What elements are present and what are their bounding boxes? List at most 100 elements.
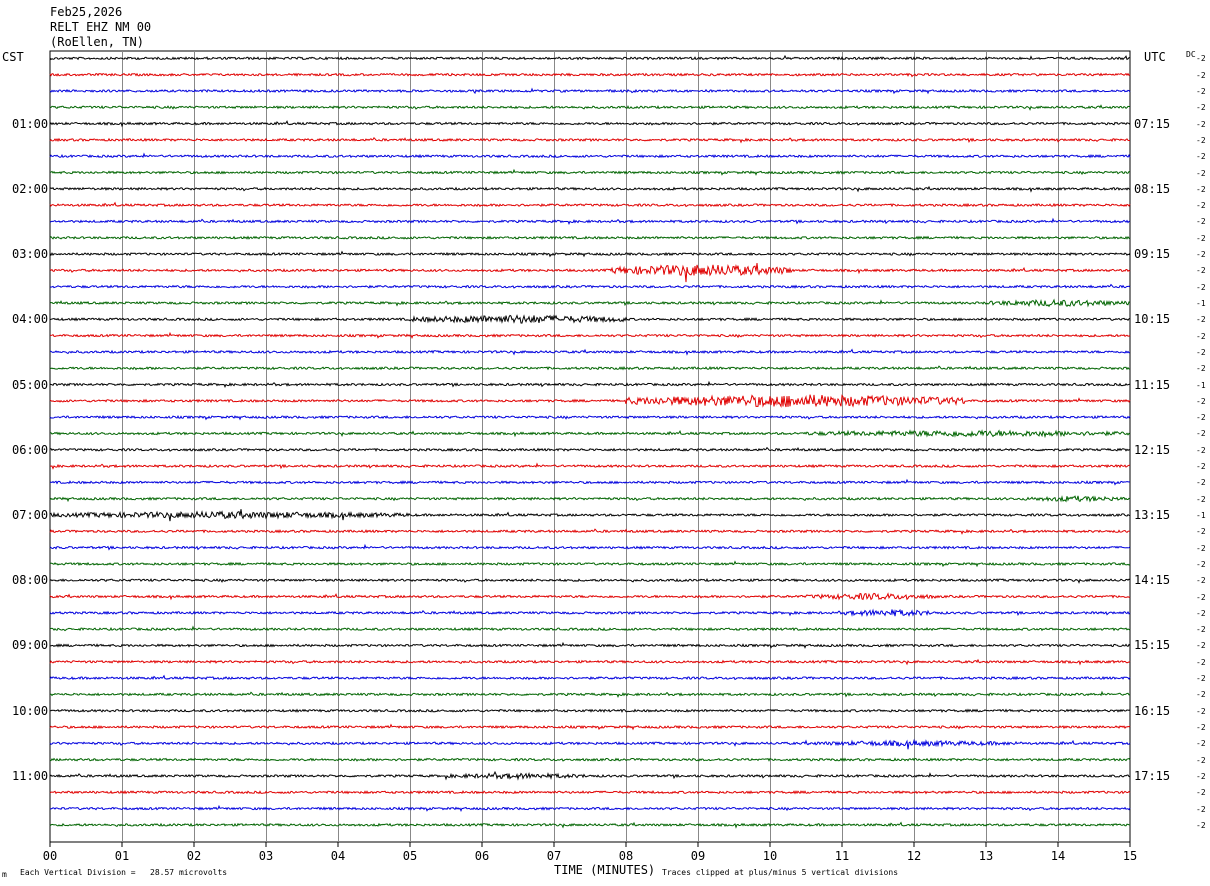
trace-offset-label: -2 <box>1196 184 1206 194</box>
x-tick-label: 06 <box>475 849 489 863</box>
trace-offset-label: -2 <box>1196 103 1206 113</box>
trace-offset-label: -2 <box>1196 559 1206 569</box>
trace-line <box>49 821 1131 829</box>
trace-line <box>49 560 1131 568</box>
trace-offset-label: -2 <box>1196 771 1206 781</box>
trace-offset-label: -1 <box>1196 298 1206 308</box>
right-time-label: 17:15 <box>1134 768 1171 783</box>
trace-offset-label: -2 <box>1196 706 1206 716</box>
right-time-label: 12:15 <box>1134 442 1171 457</box>
trace-line <box>49 708 1131 713</box>
left-time-label: 03:00 <box>12 247 49 262</box>
trace-offset-label: -2 <box>1196 804 1206 814</box>
trace-line <box>49 509 1131 522</box>
trace-offset-label: -2 <box>1196 576 1206 586</box>
scale-note: Each Vertical Division = 28.57 microvolt… <box>20 868 228 877</box>
trace-offset-label: -2 <box>1196 429 1206 439</box>
x-tick-label: 02 <box>187 849 201 863</box>
trace-offset-label: -2 <box>1196 592 1206 602</box>
trace-line <box>49 72 1131 78</box>
trace-line <box>49 365 1130 371</box>
right-time-label: 08:15 <box>1134 181 1171 196</box>
trace-line <box>49 394 1131 408</box>
trace-line <box>49 738 1131 750</box>
trace-line <box>49 578 1131 584</box>
trace-line <box>49 380 1131 389</box>
trace-offset-label: -2 <box>1196 674 1206 684</box>
trace-line <box>49 674 1131 681</box>
trace-offset-label: -2 <box>1196 119 1206 129</box>
trace-offset-label: -2 <box>1196 282 1206 292</box>
trace-line <box>49 804 1131 813</box>
left-time-label: 05:00 <box>12 377 49 392</box>
trace-line <box>50 625 1131 632</box>
left-time-label: 06:00 <box>12 442 49 457</box>
trace-offset-label: -2 <box>1196 723 1206 733</box>
trace-line <box>49 592 1131 601</box>
trace-line <box>50 429 1131 439</box>
x-tick-label: 09 <box>691 849 705 863</box>
trace-line <box>50 462 1131 470</box>
right-time-label: 14:15 <box>1134 573 1171 588</box>
x-tick-label: 01 <box>115 849 129 863</box>
left-time-label: 02:00 <box>12 181 49 196</box>
trace-offset-label: -2 <box>1196 690 1206 700</box>
x-tick-label: 03 <box>259 849 273 863</box>
trace-line <box>49 235 1131 240</box>
x-tick-label: 08 <box>619 849 633 863</box>
trace-group <box>49 54 1131 829</box>
trace-line <box>49 446 1131 452</box>
trace-offset-label: -2 <box>1196 413 1206 423</box>
x-tick-label: 12 <box>907 849 921 863</box>
trace-line <box>49 757 1131 762</box>
trace-offset-label: -2 <box>1196 135 1206 145</box>
trace-line <box>49 168 1131 176</box>
trace-line <box>49 770 1131 781</box>
trace-line <box>49 250 1131 258</box>
trace-offset-label: -2 <box>1196 641 1206 651</box>
right-time-label: 13:15 <box>1134 507 1171 522</box>
trace-line <box>49 348 1131 356</box>
trace-offset-label: -2 <box>1196 396 1206 406</box>
header-location: (RoEllen, TN) <box>50 35 144 49</box>
trace-line <box>49 104 1131 111</box>
trace-offset-label: -1 <box>1196 380 1206 390</box>
clip-note: Traces clipped at plus/minus 5 vertical … <box>662 868 899 877</box>
trace-line <box>49 543 1131 551</box>
trace-line <box>49 608 1131 618</box>
trace-line <box>49 528 1130 535</box>
trace-offset-label: -2 <box>1196 152 1206 162</box>
trace-line <box>49 263 1131 283</box>
trace-line <box>49 283 1131 289</box>
trace-line <box>49 136 1130 144</box>
trace-offset-label: -2 <box>1196 739 1206 749</box>
trace-line <box>50 331 1131 339</box>
x-tick-labels: 00 01 02 03 04 05 06 07 08 09 10 11 12 13 14 15 <box>43 842 1137 863</box>
trace-line <box>49 495 1131 503</box>
trace-offset-label: -2 <box>1196 266 1206 276</box>
right-timezone-label: UTC <box>1144 50 1166 64</box>
trace-line <box>49 54 1131 61</box>
trace-offset-label: -2 <box>1196 217 1206 227</box>
trace-offset-label: -2 <box>1196 445 1206 455</box>
trace-line <box>49 658 1131 666</box>
trace-line <box>49 120 1131 128</box>
trace-offset-label: -2 <box>1196 54 1206 64</box>
trace-offset-label: -2 <box>1196 462 1206 472</box>
trace-offset-label: -2 <box>1196 478 1206 488</box>
right-time-label: 07:15 <box>1134 116 1171 131</box>
x-tick-label: 14 <box>1051 849 1065 863</box>
trace-line <box>49 152 1131 159</box>
trace-line <box>49 790 1131 795</box>
right-time-label: 15:15 <box>1134 638 1171 653</box>
trace-offset-label: -2 <box>1196 788 1206 798</box>
trace-line <box>49 314 1131 324</box>
x-tick-label: 10 <box>763 849 777 863</box>
x-tick-label: 00 <box>43 849 57 863</box>
x-axis-label: TIME (MINUTES) <box>554 863 656 877</box>
trace-offset-label: -2 <box>1196 347 1206 357</box>
trace-offset-label: -2 <box>1196 86 1206 96</box>
trace-line <box>49 185 1131 193</box>
right-time-label: 09:15 <box>1134 247 1171 262</box>
